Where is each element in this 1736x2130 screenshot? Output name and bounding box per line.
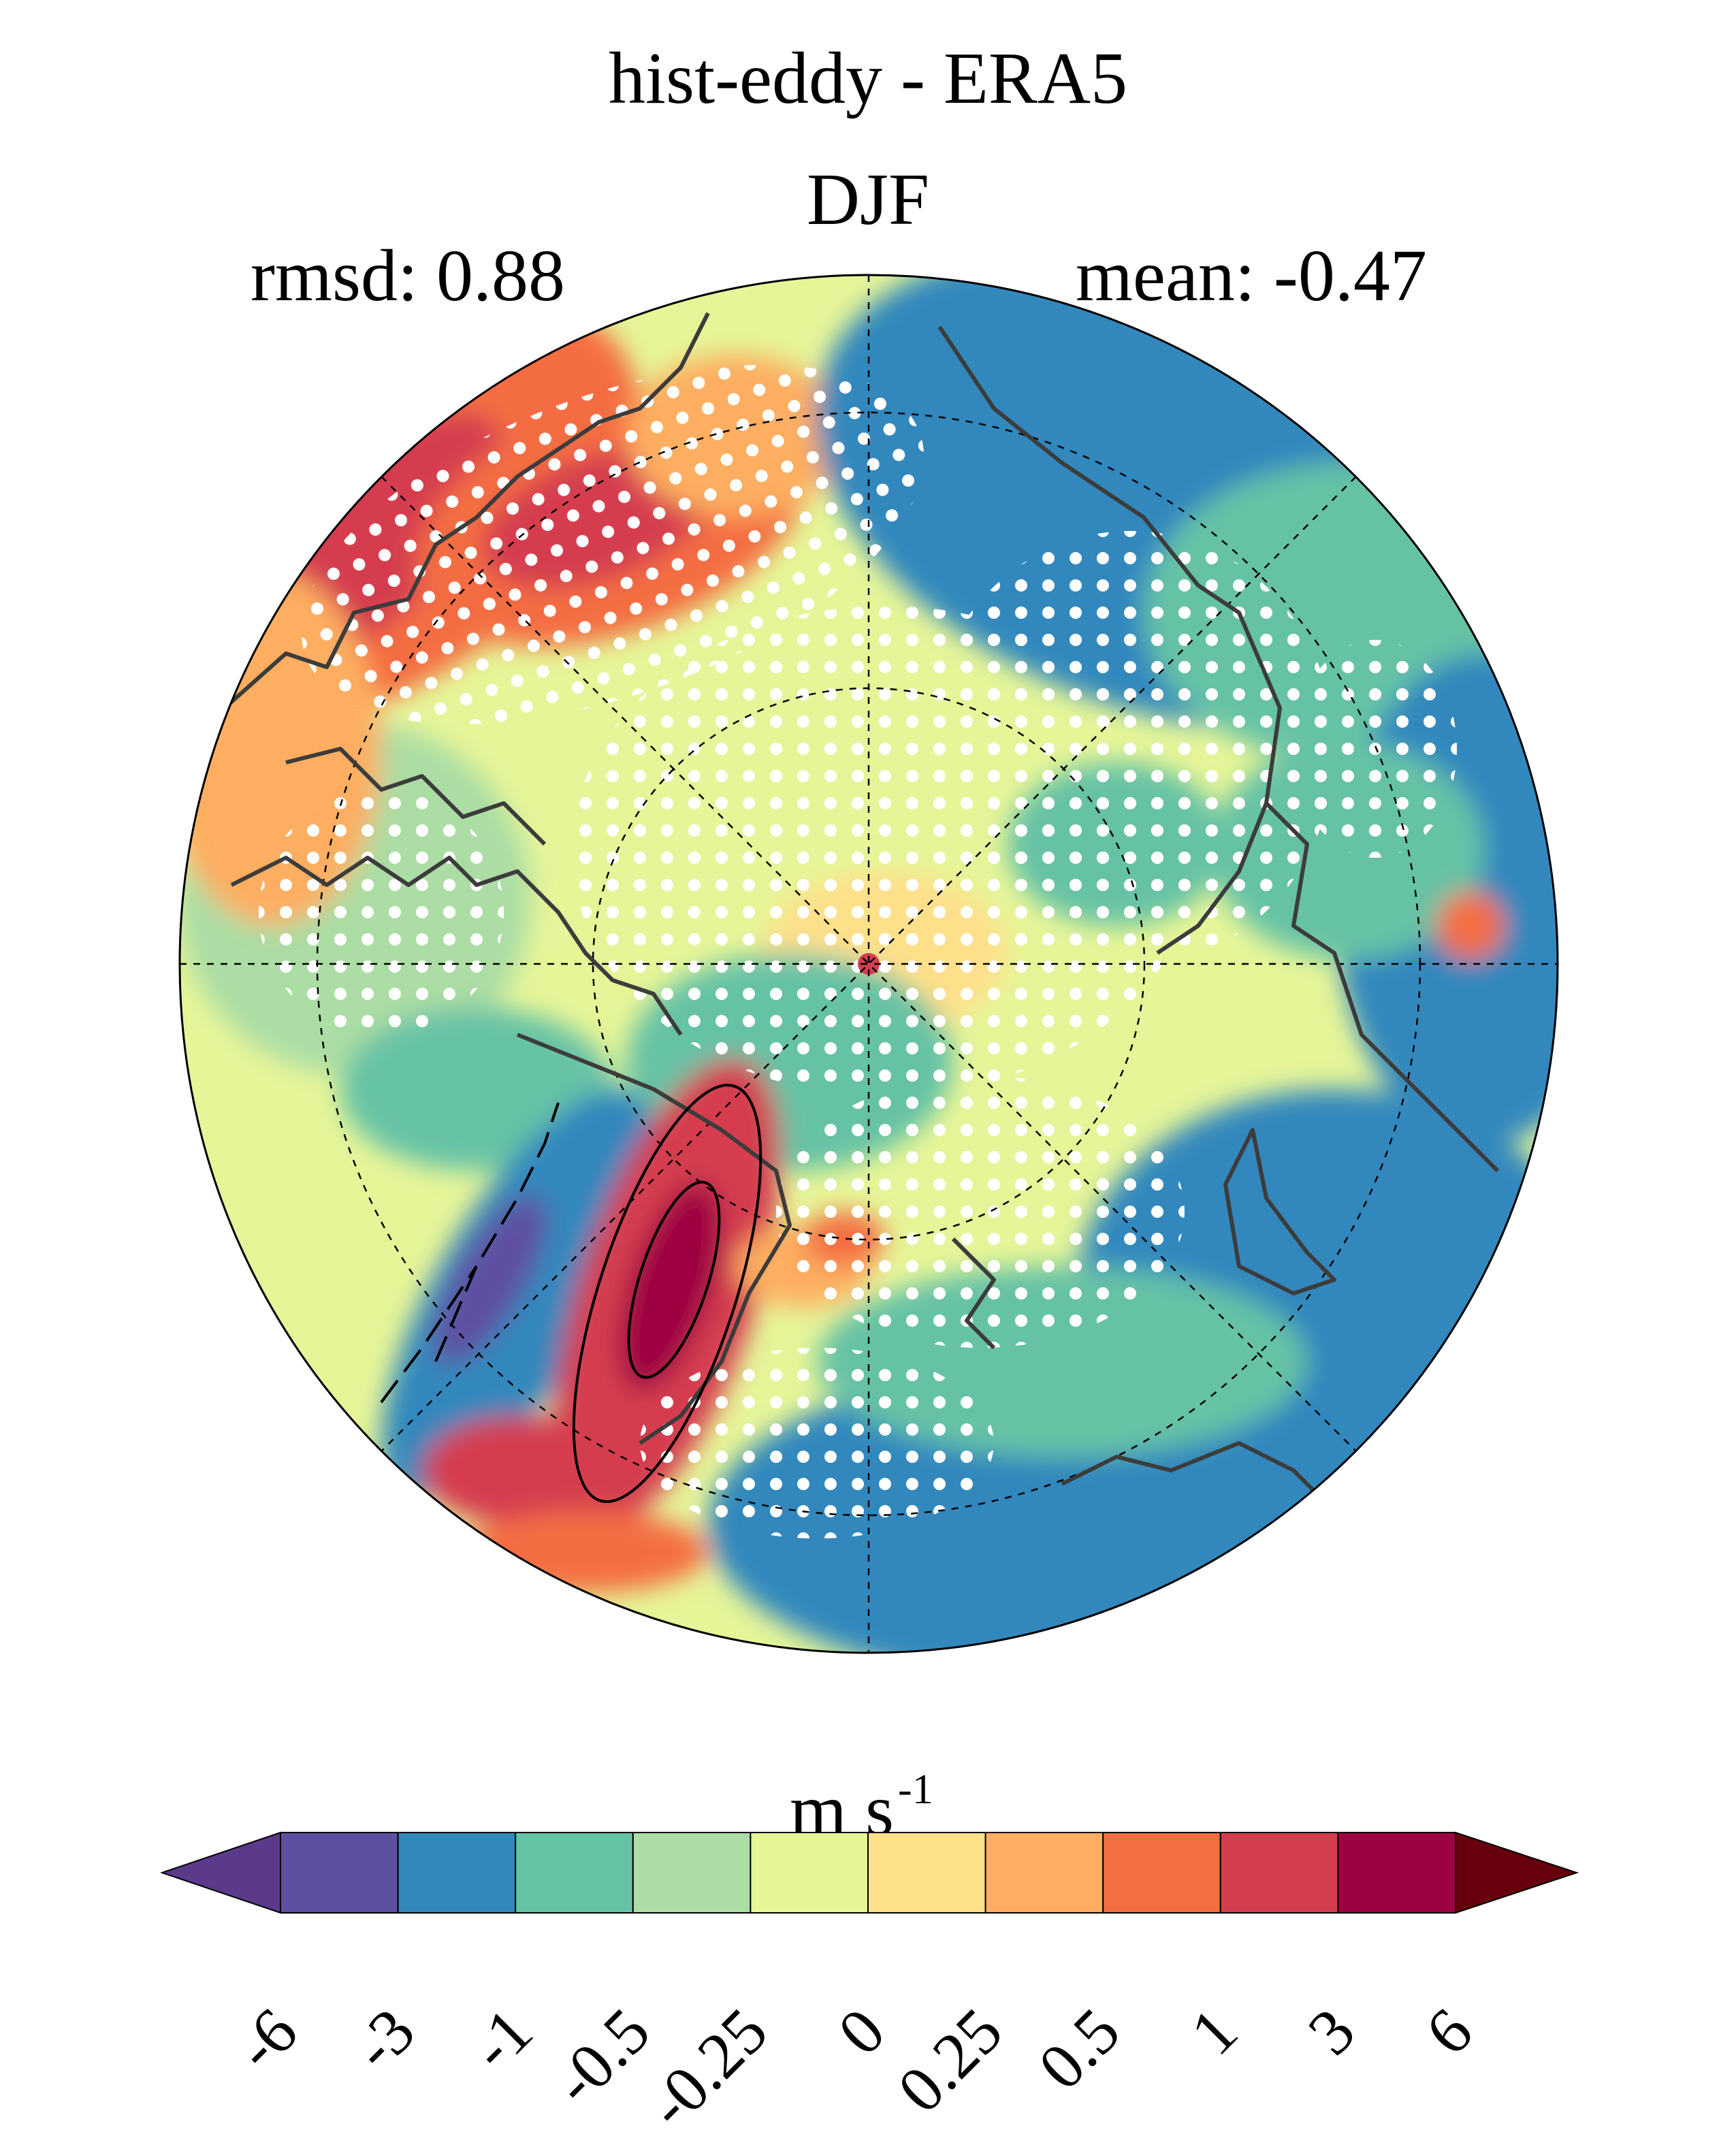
colorbar-tick-label: 6: [1411, 1994, 1486, 2069]
coastline-eurasia: [937, 325, 1282, 955]
colorbar-tick-label: 0.5: [1025, 1994, 1134, 2103]
colorbar-under-triangle: [159, 1831, 281, 1914]
colorbar-swatch: [1102, 1832, 1221, 1914]
colorbar-tick-label: 1: [1176, 1994, 1251, 2069]
colorbar: -6 -3 -1-0.5-0.25 00.25 0.5 1 3 6: [159, 1831, 1579, 2130]
colorbar-swatch: [984, 1832, 1104, 1914]
colorbar-tick-label: -1: [456, 1994, 546, 2084]
season-label: DJF: [806, 159, 930, 240]
contour-positive: [572, 1084, 762, 1503]
rmsd-stat: rmsd: 0.88: [251, 236, 566, 317]
mean-stat: mean: -0.47: [1076, 236, 1427, 317]
colorbar-swatch: [632, 1832, 752, 1914]
colorbar-swatch: [515, 1832, 634, 1914]
colorbar-swatch: [280, 1832, 399, 1914]
colorbar-swatch: [867, 1832, 986, 1914]
colorbar-tick-label: 3: [1294, 1994, 1369, 2069]
colorbar-over-triangle: [1455, 1831, 1579, 1914]
colorbar-tick-label: -0.25: [633, 1994, 781, 2130]
colorbar-swatch: [1337, 1832, 1457, 1914]
colorbar-swatch: [750, 1832, 869, 1914]
colorbar-swatch: [1219, 1832, 1339, 1914]
colorbar-tick-label: -6: [221, 1994, 311, 2084]
polar-map: [178, 274, 1559, 1654]
colorbar-tick-label: -3: [338, 1994, 428, 2084]
map-border: [178, 274, 1559, 1654]
coastline-greenland: [516, 1033, 792, 1445]
colorbar-tick-label: 0.25: [884, 1994, 1016, 2126]
map-title: hist-eddy - ERA5: [609, 38, 1127, 119]
colorbar-tick-label: 0: [824, 1994, 899, 2069]
coastline-canada: [223, 312, 710, 710]
colorbar-swatch: [397, 1832, 517, 1914]
